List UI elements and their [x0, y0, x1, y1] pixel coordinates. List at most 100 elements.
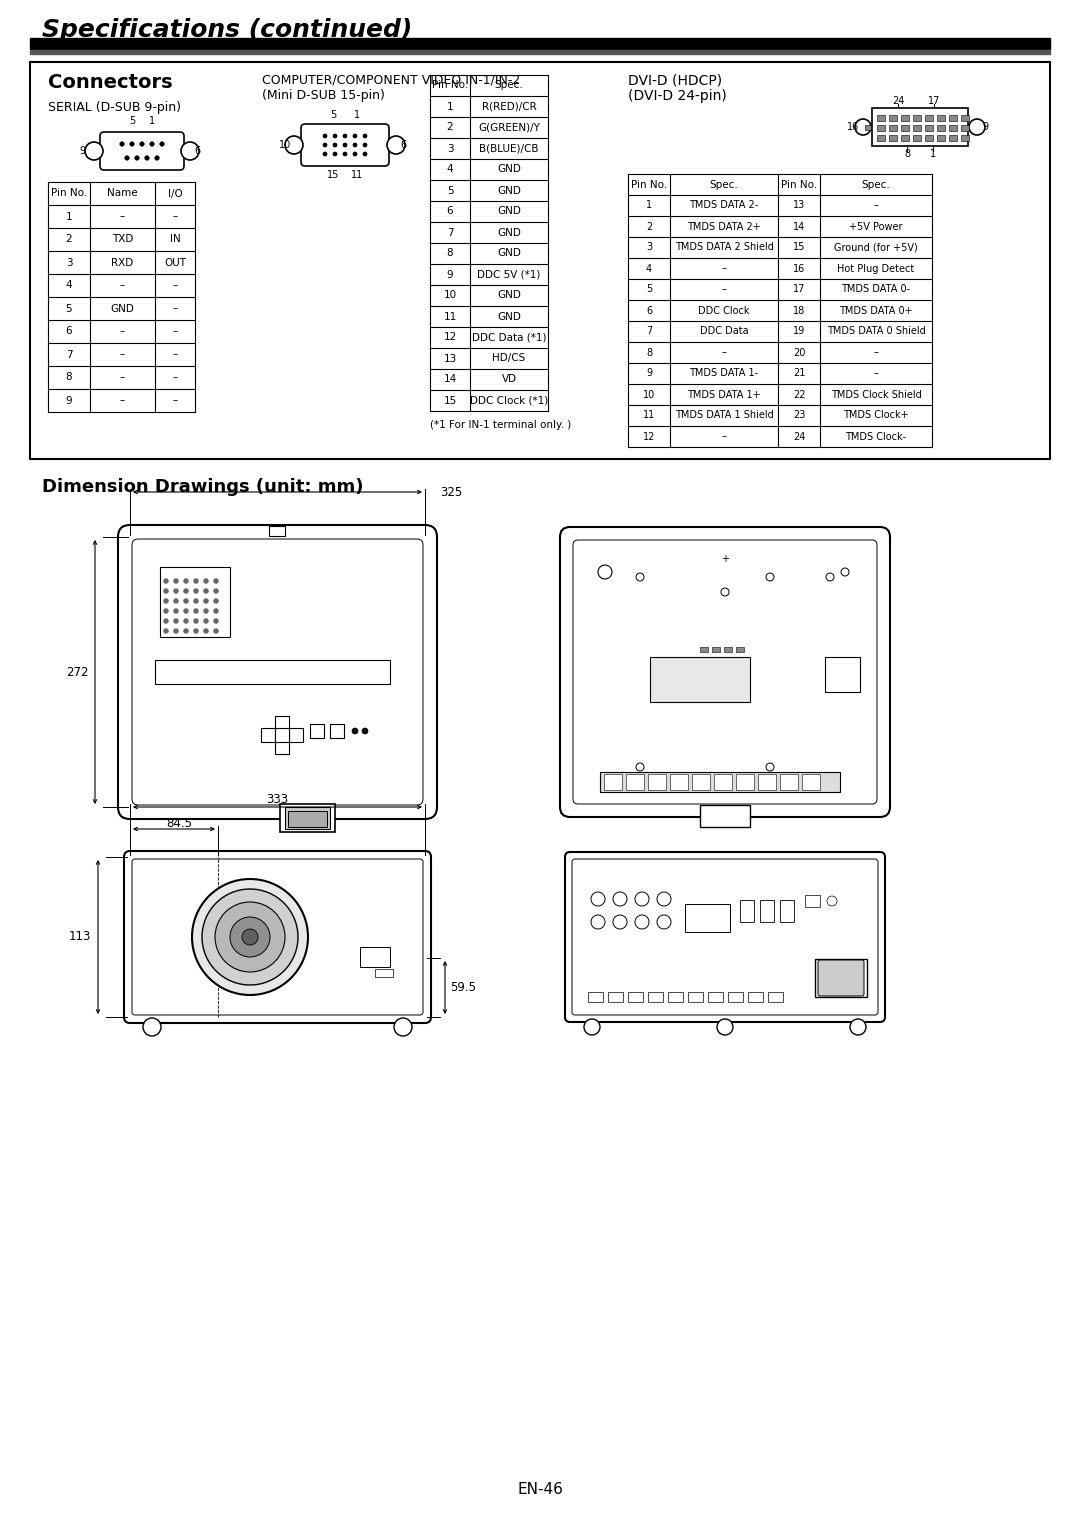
Bar: [648, 993, 663, 1002]
FancyBboxPatch shape: [573, 541, 877, 805]
Text: –: –: [173, 327, 177, 336]
Bar: [802, 774, 820, 789]
Text: 2: 2: [646, 221, 652, 232]
Circle shape: [613, 915, 627, 928]
Text: –: –: [120, 212, 125, 221]
Text: 10: 10: [643, 389, 656, 400]
Text: 10: 10: [279, 140, 292, 150]
Circle shape: [826, 573, 834, 580]
Circle shape: [184, 629, 189, 634]
Text: 18: 18: [793, 305, 805, 316]
Circle shape: [193, 629, 199, 634]
Circle shape: [193, 579, 199, 583]
Bar: [360, 947, 390, 967]
Text: Connectors: Connectors: [48, 73, 173, 93]
Bar: [280, 805, 335, 832]
Circle shape: [203, 599, 208, 603]
Circle shape: [184, 599, 189, 603]
Text: 5: 5: [129, 116, 135, 127]
Bar: [648, 774, 666, 789]
Circle shape: [215, 902, 285, 973]
Text: HD/CS: HD/CS: [492, 353, 526, 363]
Text: 12: 12: [444, 333, 457, 342]
Text: GND: GND: [497, 312, 521, 322]
Bar: [877, 125, 885, 131]
Circle shape: [214, 629, 218, 634]
Text: 59.5: 59.5: [450, 980, 476, 994]
Bar: [924, 125, 933, 131]
Circle shape: [139, 142, 145, 147]
Circle shape: [163, 629, 168, 634]
Bar: [780, 774, 798, 789]
Text: GND: GND: [497, 228, 521, 238]
Circle shape: [203, 618, 208, 623]
Circle shape: [323, 144, 327, 147]
Circle shape: [193, 608, 199, 614]
Circle shape: [184, 618, 189, 623]
Circle shape: [850, 1019, 866, 1035]
Text: 19: 19: [793, 327, 805, 336]
Text: (Mini D-SUB 15-pin): (Mini D-SUB 15-pin): [262, 89, 384, 101]
Circle shape: [193, 618, 199, 623]
Bar: [949, 134, 957, 140]
Circle shape: [184, 608, 189, 614]
Circle shape: [130, 142, 134, 147]
Text: 14: 14: [444, 374, 457, 385]
Text: IN: IN: [170, 235, 180, 244]
Text: Name: Name: [107, 188, 138, 199]
Bar: [330, 724, 345, 738]
Circle shape: [333, 144, 337, 147]
Circle shape: [598, 565, 612, 579]
Text: 7: 7: [447, 228, 454, 238]
Bar: [913, 125, 921, 131]
Text: –: –: [173, 212, 177, 221]
Bar: [937, 134, 945, 140]
Text: Pin No.: Pin No.: [781, 180, 818, 189]
Text: 17: 17: [928, 96, 941, 105]
Circle shape: [636, 573, 644, 580]
FancyBboxPatch shape: [100, 131, 184, 169]
Bar: [937, 115, 945, 121]
FancyBboxPatch shape: [561, 527, 890, 817]
Bar: [735, 774, 754, 789]
Text: TMDS DATA 0 Shield: TMDS DATA 0 Shield: [826, 327, 926, 336]
FancyBboxPatch shape: [572, 860, 878, 1015]
Circle shape: [174, 579, 178, 583]
Text: 16: 16: [793, 264, 805, 273]
Circle shape: [163, 588, 168, 594]
Circle shape: [163, 608, 168, 614]
Bar: [627, 993, 643, 1002]
Bar: [780, 899, 794, 922]
Text: SERIAL (D-SUB 9-pin): SERIAL (D-SUB 9-pin): [48, 101, 181, 115]
Text: 6: 6: [400, 140, 406, 150]
Text: 24: 24: [892, 96, 904, 105]
Circle shape: [827, 896, 837, 906]
Text: 8: 8: [66, 373, 72, 382]
Bar: [688, 993, 703, 1002]
Circle shape: [353, 134, 357, 137]
Circle shape: [203, 608, 208, 614]
Circle shape: [163, 579, 168, 583]
Text: GND: GND: [497, 249, 521, 258]
Circle shape: [636, 764, 644, 771]
Text: 7: 7: [646, 327, 652, 336]
Bar: [768, 993, 783, 1002]
Circle shape: [323, 153, 327, 156]
Text: COMPUTER/COMPONENT VIDEO IN-1/IN-2: COMPUTER/COMPONENT VIDEO IN-1/IN-2: [262, 73, 521, 87]
Text: VD: VD: [501, 374, 516, 385]
Circle shape: [841, 568, 849, 576]
Text: 325: 325: [440, 486, 462, 498]
Text: –: –: [721, 348, 727, 357]
Text: 11: 11: [351, 169, 363, 180]
Bar: [913, 115, 921, 121]
Text: 14: 14: [793, 221, 805, 232]
Text: 9: 9: [982, 122, 988, 131]
Text: DDC Data: DDC Data: [700, 327, 748, 336]
Text: (DVI-D 24-pin): (DVI-D 24-pin): [627, 89, 727, 102]
Circle shape: [184, 588, 189, 594]
Bar: [815, 959, 867, 997]
Bar: [626, 774, 644, 789]
Circle shape: [635, 892, 649, 906]
FancyBboxPatch shape: [565, 852, 885, 1022]
Text: 20: 20: [793, 348, 806, 357]
